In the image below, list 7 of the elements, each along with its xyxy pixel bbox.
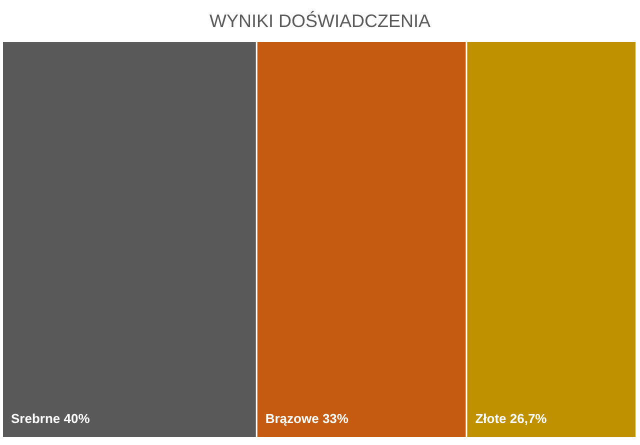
data-label: 33% [322,411,349,426]
data-label: 26,7% [510,411,548,426]
category-label: Brązowe [265,411,322,426]
data-label: 40% [64,411,90,426]
category-label: Złote [475,411,510,426]
category-label: Srebrne [11,411,64,426]
text: WYNIKI DOŚWIADCZENIA [209,10,431,31]
